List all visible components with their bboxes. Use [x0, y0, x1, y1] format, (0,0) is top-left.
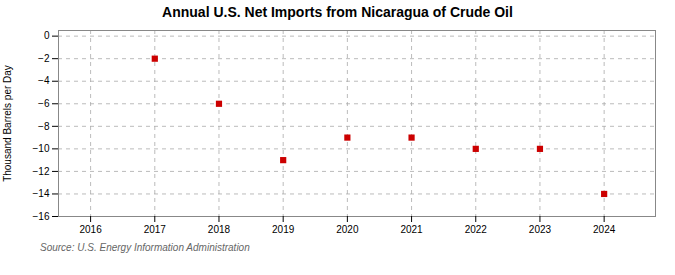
svg-text:−2: −2: [38, 53, 50, 64]
svg-text:−12: −12: [33, 166, 50, 177]
svg-text:−10: −10: [33, 143, 50, 154]
svg-text:−4: −4: [38, 75, 50, 86]
svg-text:−14: −14: [33, 188, 50, 199]
svg-text:2017: 2017: [144, 224, 167, 235]
svg-text:−6: −6: [38, 98, 50, 109]
svg-text:2018: 2018: [208, 224, 231, 235]
svg-text:2019: 2019: [272, 224, 295, 235]
svg-text:2020: 2020: [336, 224, 359, 235]
svg-text:2021: 2021: [400, 224, 423, 235]
svg-text:−8: −8: [38, 121, 50, 132]
svg-text:2016: 2016: [79, 224, 102, 235]
svg-text:−16: −16: [33, 211, 50, 222]
svg-text:Thousand Barrels per Day: Thousand Barrels per Day: [2, 65, 13, 182]
svg-text:2023: 2023: [529, 224, 552, 235]
html-text:Annual U.S. Net Imports from N: Annual U.S. Net Imports from Nicaragua o…: [162, 4, 513, 20]
svg-text:0: 0: [44, 30, 50, 41]
svg-text:2024: 2024: [593, 224, 616, 235]
svg-text:2022: 2022: [465, 224, 488, 235]
html-text:Source: U.S. Energy Informatio: Source: U.S. Energy Information Administ…: [40, 242, 250, 253]
